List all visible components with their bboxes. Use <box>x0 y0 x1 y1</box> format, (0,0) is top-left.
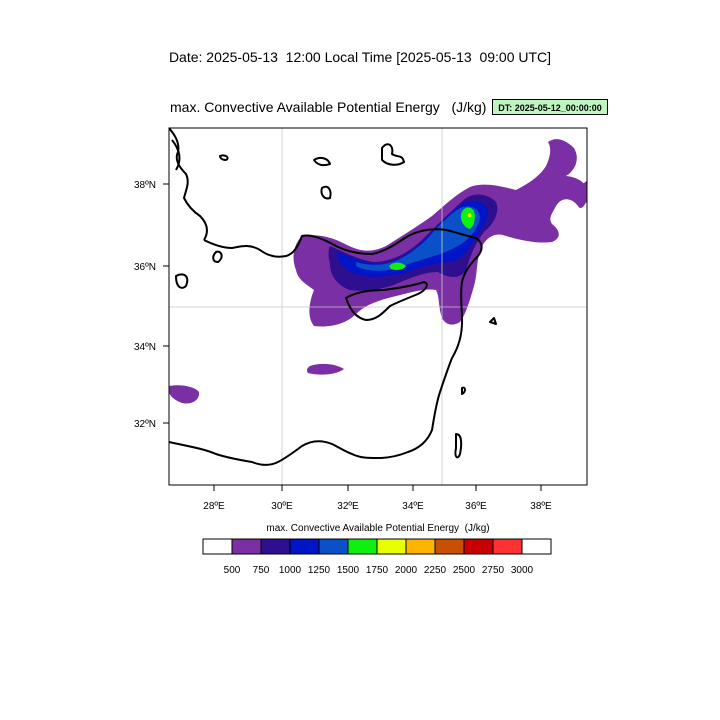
colorbar-swatch <box>463 538 494 555</box>
island-small-3 <box>219 154 229 161</box>
lat-label: 32ºN <box>134 419 156 430</box>
colorbar-label: 1000 <box>279 565 302 576</box>
colorbar-swatch <box>434 538 465 555</box>
plot-title: max. Convective Available Potential Ener… <box>170 99 487 115</box>
cape-500-blob-sea <box>306 363 344 375</box>
island-small-1 <box>313 156 331 167</box>
colorbar-label: 750 <box>253 565 270 576</box>
map-frame <box>168 127 588 486</box>
lon-label: 38ºE <box>530 501 552 512</box>
colorbar-label: 500 <box>224 565 241 576</box>
colorbar <box>202 538 552 555</box>
cape-1500-core-a <box>389 262 406 270</box>
colorbar-swatch <box>347 538 378 555</box>
colorbar-swatch <box>405 538 436 555</box>
cape-500-blob-west <box>169 385 200 404</box>
cape-1750-core <box>467 213 472 218</box>
colorbar-labels: 500 750 1000 1250 1500 1750 2000 2250 2500 2750 30… <box>224 565 534 576</box>
lon-label: 32ºE <box>337 501 359 512</box>
colorbar-label: 2500 <box>453 565 476 576</box>
colorbar-label: 2250 <box>424 565 447 576</box>
coast-cyprus <box>345 281 428 321</box>
cape-1250 <box>356 206 480 271</box>
colorbar-swatch <box>521 538 552 555</box>
lat-label: 36ºN <box>134 262 156 273</box>
lon-label: 30ºE <box>271 501 293 512</box>
colorbar-label: 1250 <box>308 565 331 576</box>
colorbar-swatch <box>260 538 291 555</box>
colorbar-label: 1750 <box>366 565 389 576</box>
colorbar-label: 2000 <box>395 565 418 576</box>
colorbar-swatch <box>202 538 233 555</box>
coast-aegean-2 <box>171 139 181 171</box>
island-small-2 <box>320 185 332 200</box>
lon-label: 34ºE <box>402 501 424 512</box>
lat-label: 38ºN <box>134 180 156 191</box>
colorbar-swatch <box>318 538 349 555</box>
date-title: Date: 2025-05-13 12:00 Local Time [2025-… <box>168 49 552 65</box>
island-small-4 <box>489 317 497 325</box>
colorbar-title: max. Convective Available Potential Ener… <box>266 523 490 534</box>
coastlines <box>169 128 497 466</box>
colorbar-swatch <box>289 538 320 555</box>
map-area <box>169 128 587 485</box>
lon-ticks <box>213 485 542 491</box>
island-crete-bits <box>175 273 189 289</box>
coast-levant <box>377 321 463 459</box>
colorbar-label: 2750 <box>482 565 505 576</box>
lon-tick-labels: 28ºE 30ºE 32ºE 34ºE 36ºE 38ºE <box>203 501 552 512</box>
coast-egypt <box>169 440 379 466</box>
lon-label: 28ºE <box>203 501 225 512</box>
cape-field <box>169 139 587 404</box>
island-north <box>381 143 405 166</box>
colorbar-label: 1500 <box>337 565 360 576</box>
lat-label: 34ºN <box>134 342 156 353</box>
lat-ticks <box>163 183 169 424</box>
coast-sinai <box>454 433 463 459</box>
lat-tick-labels: 38ºN 36ºN 34ºN 32ºN <box>134 180 156 430</box>
colorbar-swatch <box>376 538 407 555</box>
cape-1500-core-b <box>460 207 475 229</box>
dt-badge: DT: 2025-05-12_00:00:00 <box>492 99 608 115</box>
lon-label: 36ºE <box>465 501 487 512</box>
colorbar-swatch <box>492 538 523 555</box>
coast-anatolia <box>203 228 483 323</box>
island-small-5 <box>461 386 466 395</box>
island-rhodes <box>212 250 223 263</box>
colorbar-swatch <box>231 538 262 555</box>
colorbar-label: 3000 <box>511 565 534 576</box>
cape-500-blob-east <box>580 180 587 210</box>
